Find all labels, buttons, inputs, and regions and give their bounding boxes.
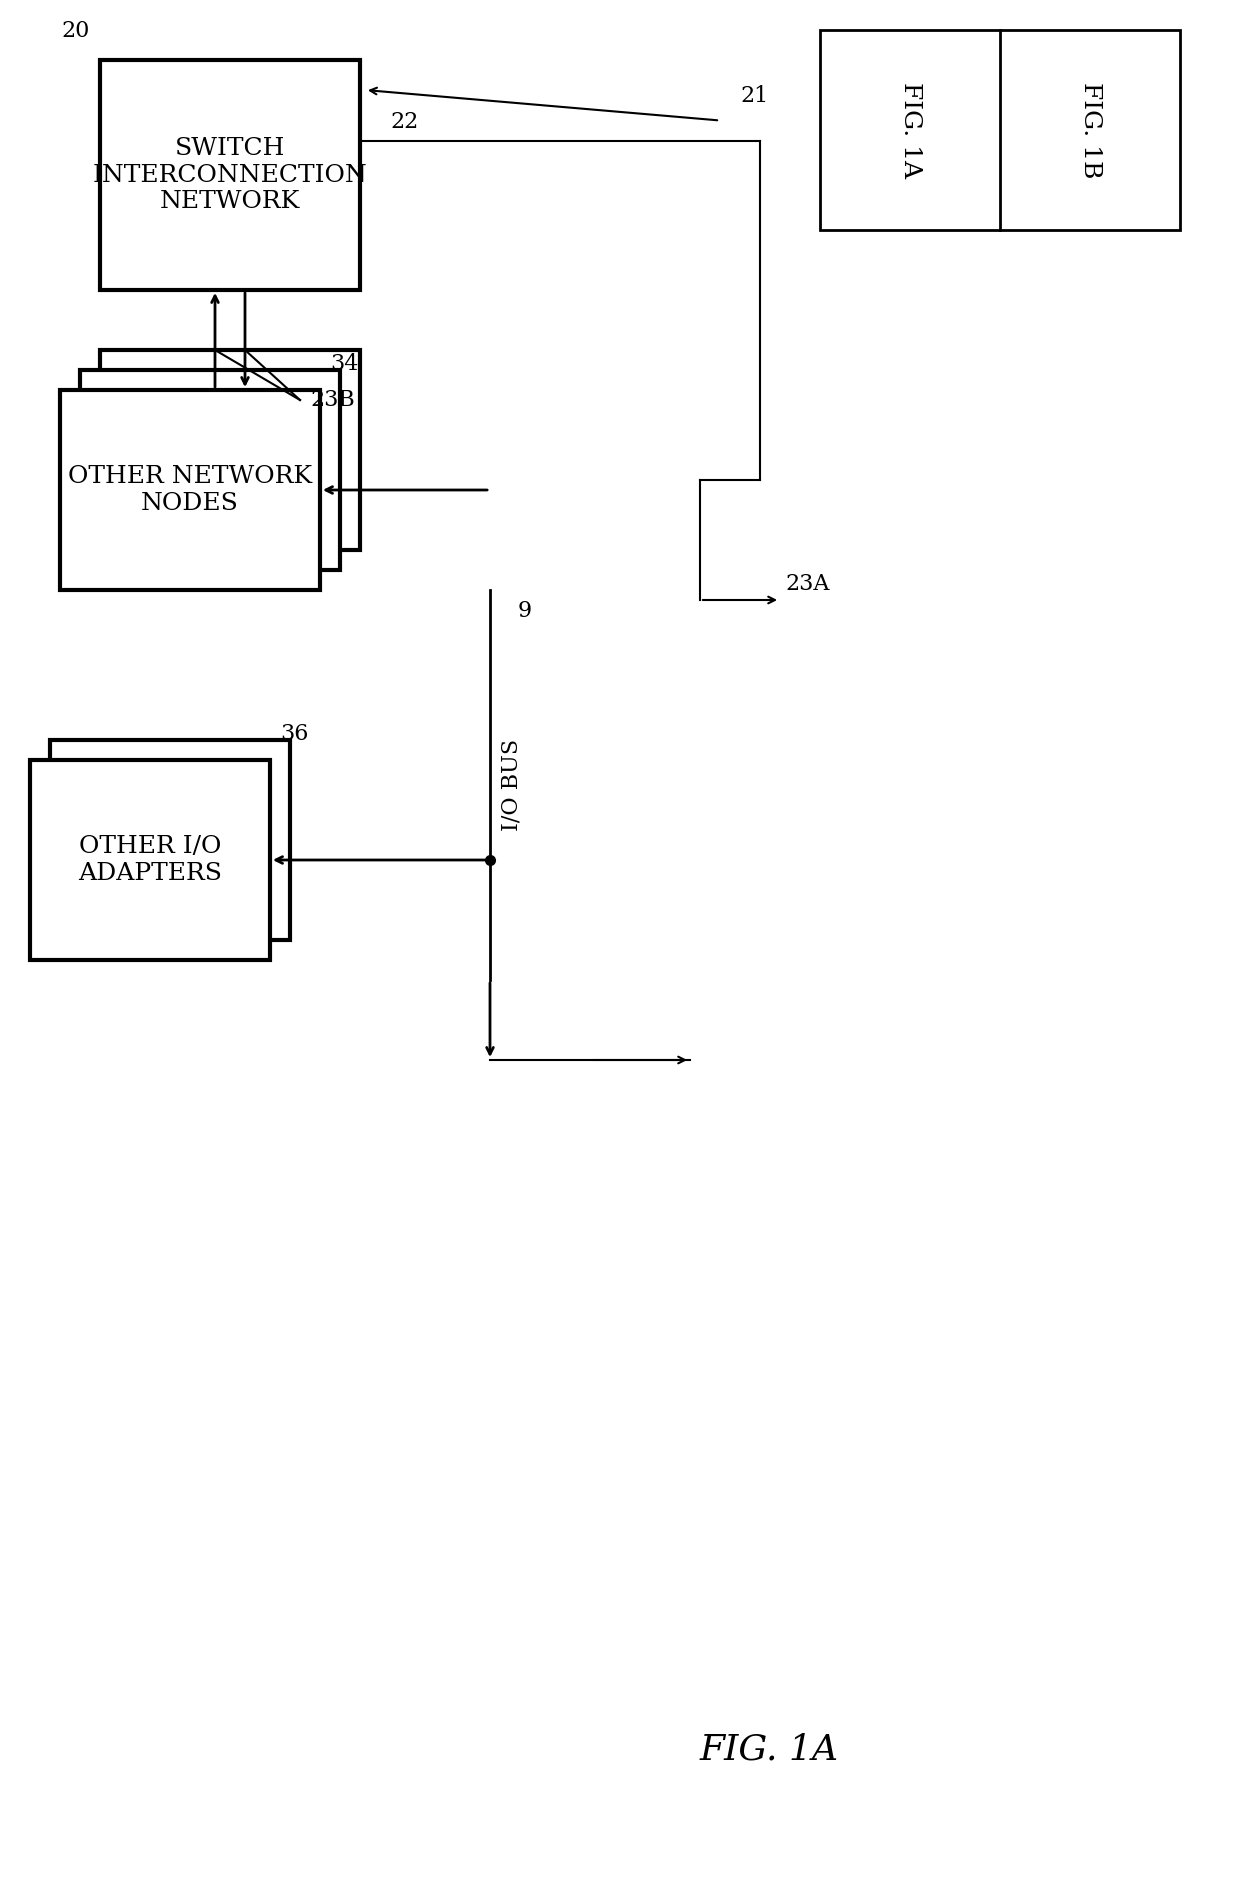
- Text: 36: 36: [280, 723, 309, 746]
- Text: 20: 20: [62, 21, 91, 42]
- Bar: [50, 740, 290, 940]
- Bar: [820, 30, 1180, 230]
- Bar: [60, 390, 320, 590]
- Text: 22: 22: [391, 112, 418, 133]
- Bar: [30, 761, 270, 961]
- Text: OTHER NETWORK
NODES: OTHER NETWORK NODES: [68, 466, 312, 515]
- Text: FIG. 1A: FIG. 1A: [699, 1733, 838, 1767]
- Bar: [100, 61, 360, 289]
- Text: OTHER I/O
ADAPTERS: OTHER I/O ADAPTERS: [78, 835, 222, 884]
- Text: SWITCH
INTERCONNECTION
NETWORK: SWITCH INTERCONNECTION NETWORK: [93, 137, 367, 213]
- Bar: [100, 350, 360, 550]
- Text: 21: 21: [740, 84, 769, 107]
- Text: 9: 9: [518, 599, 532, 622]
- Text: 23B: 23B: [310, 390, 355, 411]
- Text: 23A: 23A: [785, 573, 830, 595]
- Bar: [81, 371, 340, 571]
- Text: FIG. 1B: FIG. 1B: [1079, 82, 1101, 179]
- Text: I/O BUS: I/O BUS: [501, 740, 523, 831]
- Text: FIG. 1A: FIG. 1A: [899, 82, 921, 179]
- Text: 34: 34: [330, 354, 358, 375]
